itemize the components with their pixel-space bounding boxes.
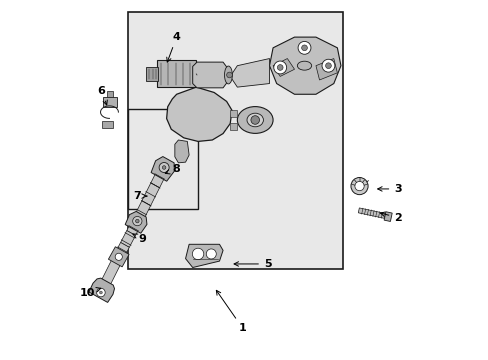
Polygon shape [192, 62, 228, 88]
Polygon shape [108, 247, 129, 267]
Circle shape [250, 116, 259, 124]
Bar [128, 12, 342, 269]
Circle shape [301, 45, 307, 51]
Ellipse shape [237, 107, 272, 134]
Circle shape [99, 291, 102, 294]
Circle shape [192, 248, 203, 260]
Bar [146, 67, 157, 81]
Polygon shape [166, 87, 231, 141]
Polygon shape [107, 91, 113, 97]
Circle shape [206, 249, 216, 259]
Circle shape [298, 41, 310, 54]
Text: 3: 3 [377, 184, 401, 194]
Ellipse shape [297, 61, 311, 70]
Circle shape [354, 181, 364, 191]
Text: 9: 9 [133, 234, 146, 244]
Polygon shape [269, 37, 340, 94]
Circle shape [162, 166, 165, 169]
Polygon shape [175, 140, 189, 163]
Polygon shape [96, 255, 123, 295]
Text: 1: 1 [216, 291, 246, 333]
Text: 4: 4 [166, 32, 180, 62]
Polygon shape [150, 165, 168, 188]
Ellipse shape [246, 113, 263, 127]
Circle shape [273, 61, 286, 74]
Circle shape [115, 253, 122, 260]
Circle shape [277, 64, 283, 70]
Text: 10: 10 [80, 288, 101, 297]
Circle shape [226, 72, 232, 78]
Polygon shape [114, 243, 129, 259]
Circle shape [97, 288, 105, 297]
Polygon shape [126, 219, 142, 235]
Text: 5: 5 [234, 259, 271, 269]
Circle shape [135, 219, 139, 223]
Polygon shape [133, 201, 150, 224]
Bar [230, 110, 237, 117]
Text: 7: 7 [133, 191, 146, 201]
Bar [230, 123, 237, 130]
Text: 8: 8 [165, 164, 180, 174]
Polygon shape [384, 212, 391, 221]
Ellipse shape [224, 66, 232, 84]
Circle shape [132, 216, 142, 226]
Polygon shape [89, 278, 114, 302]
Circle shape [322, 59, 334, 72]
Polygon shape [103, 97, 116, 107]
Circle shape [350, 177, 367, 195]
Polygon shape [315, 59, 337, 80]
Polygon shape [185, 244, 223, 267]
Circle shape [159, 162, 169, 172]
Polygon shape [121, 230, 135, 247]
Circle shape [325, 63, 331, 68]
Polygon shape [142, 183, 159, 206]
Polygon shape [125, 211, 146, 233]
Text: 6: 6 [98, 86, 107, 105]
Text: 2: 2 [380, 212, 401, 222]
Polygon shape [358, 208, 385, 219]
Polygon shape [272, 59, 294, 76]
Bar [102, 121, 113, 128]
Polygon shape [151, 157, 174, 181]
Bar [128, 109, 198, 208]
Bar [157, 60, 196, 87]
Polygon shape [230, 59, 269, 87]
